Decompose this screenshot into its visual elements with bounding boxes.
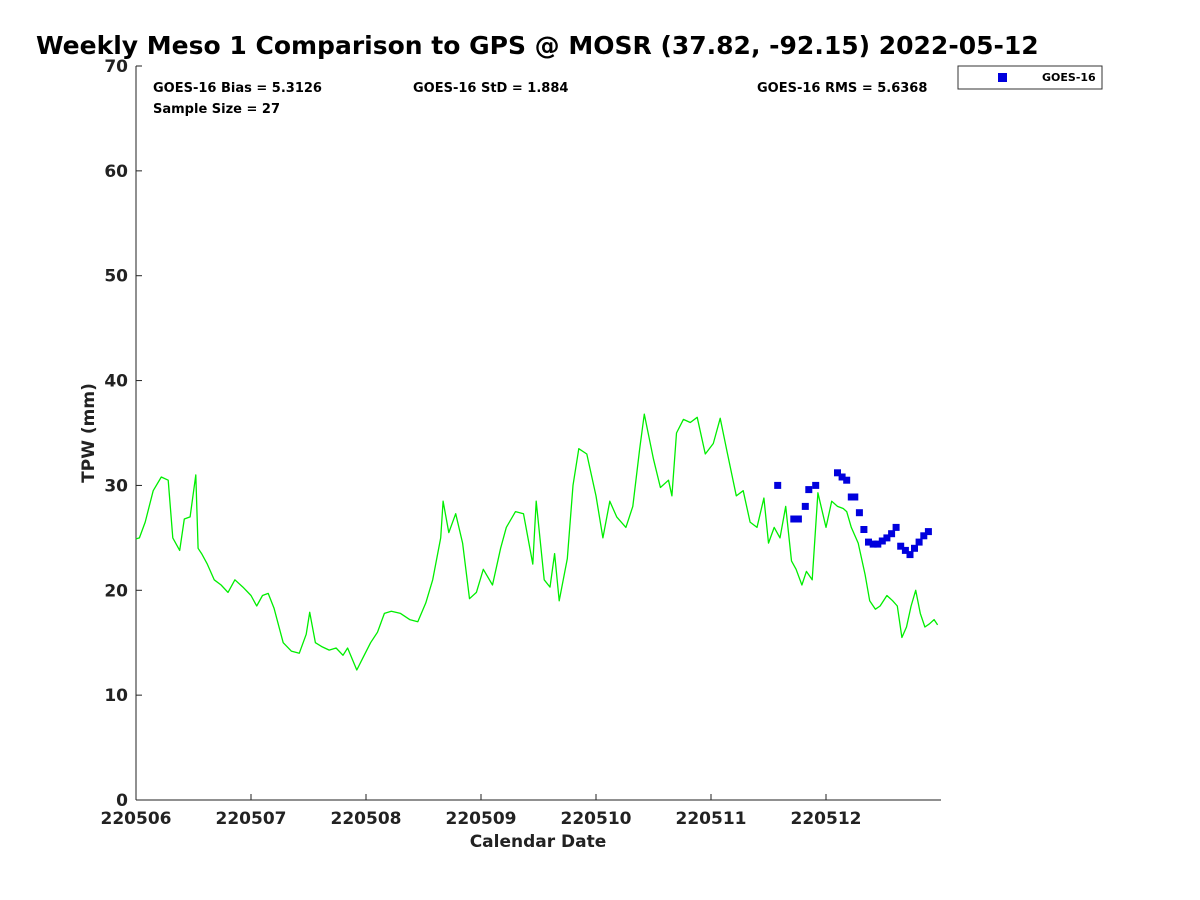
y-tick-label: 0 [116,791,128,811]
goes-16-point [878,537,886,545]
sample-size-stat: Sample Size = 27 [153,102,280,117]
rms-stat: GOES-16 RMS = 5.6368 [757,81,927,96]
y-tick-label: 10 [104,686,128,706]
goes-16-point [888,530,896,538]
x-tick-label: 220507 [216,809,287,829]
goes-16-point [901,546,909,554]
goes-16-point [843,476,851,484]
goes-16-point [851,493,859,501]
gps-tpw-line [135,413,939,671]
goes-16-point [892,523,900,531]
goes-16-point [869,540,877,548]
x-tick-label: 220506 [101,809,172,829]
bias-stat: GOES-16 Bias = 5.3126 [153,81,322,96]
y-tick-label: 20 [104,581,128,601]
x-tick-label: 220508 [331,809,402,829]
goes-16-point [911,544,918,552]
chart-title: Weekly Meso 1 Comparison to GPS @ MOSR (… [36,31,1039,60]
goes-16-point [865,538,872,546]
y-tick-label: 60 [104,162,128,182]
y-tick-label: 50 [104,267,128,287]
goes-16-point [920,532,928,540]
goes-16-point [906,551,914,559]
x-tick-label: 220509 [446,809,517,829]
goes-16-point [838,473,846,481]
goes-16-point [915,538,923,546]
legend-goes-label: GOES-16 [1042,71,1096,84]
std-stat: GOES-16 StD = 1.884 [413,81,568,96]
x-axis-ticks: 220506 220507 220508 220509 220510 220511 2205… [101,794,862,829]
goes-16-point [790,515,798,523]
x-axis-label: Calendar Date [470,832,607,852]
legend: GOES-16 [957,65,1103,90]
goes-16-point [834,469,841,477]
y-axis-label: TPW (mm) [79,383,99,483]
goes-16-point [924,528,932,536]
y-tick-label: 70 [104,57,128,77]
legend-box [957,65,1103,90]
goes-16-point [794,515,802,523]
goes-16-point [860,526,868,533]
goes-16-point [897,542,905,550]
y-axis-ticks: 0 10 20 30 40 50 60 70 [104,57,142,811]
y-tick-label: 40 [104,372,128,392]
goes-16-point [774,481,782,489]
goes-16-point [812,481,820,489]
x-tick-label: 220511 [676,809,747,829]
legend-goes-marker [998,73,1007,82]
goes-16-point [855,509,863,517]
goes-16-point [883,534,891,542]
series-layer [135,413,939,671]
goes-16-point [805,486,813,494]
x-tick-label: 220510 [561,809,632,829]
goes-16-point [801,502,809,510]
y-tick-label: 30 [104,476,128,496]
plot-area [135,66,941,801]
goes-16-point [874,540,882,548]
x-tick-label: 220512 [791,809,862,829]
